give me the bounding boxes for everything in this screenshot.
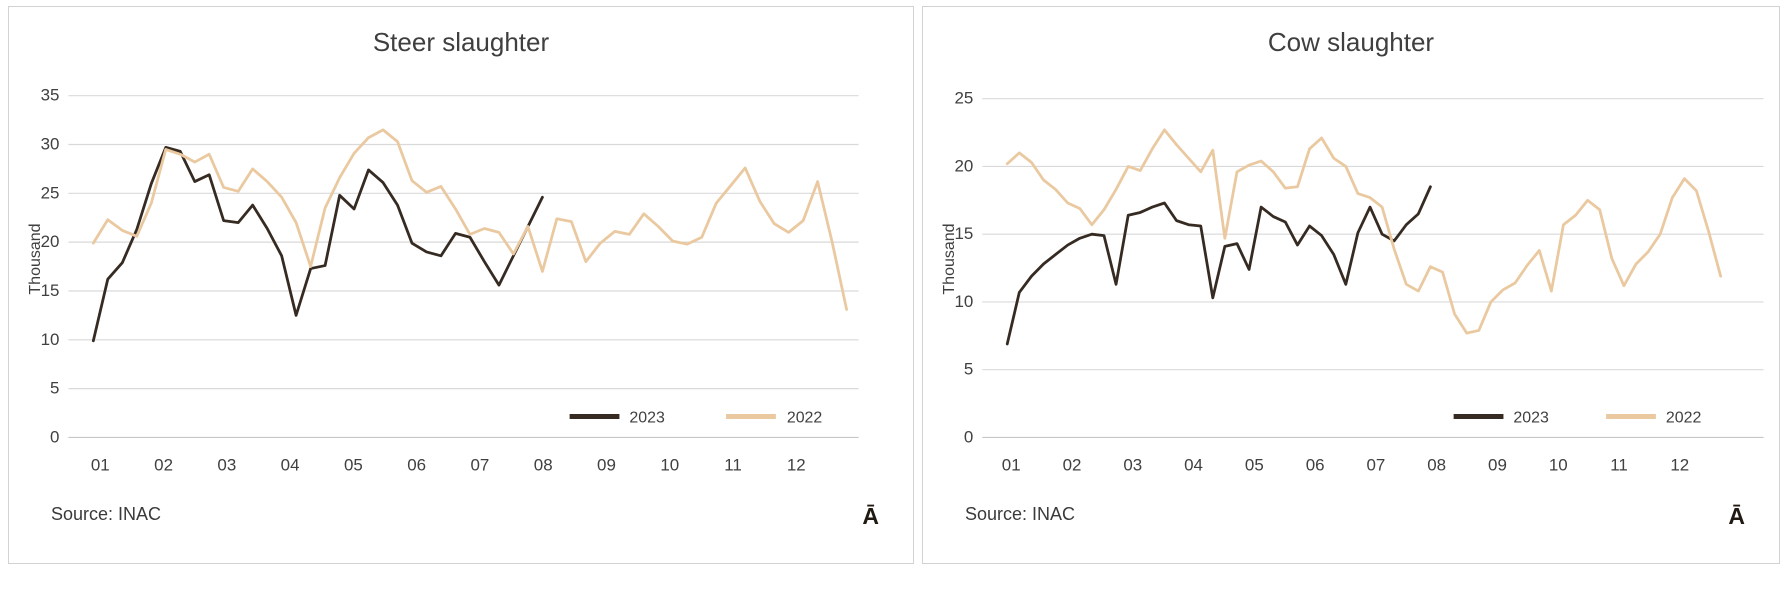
y-tick-label-20: 20: [955, 156, 974, 175]
series-line-2023: [91, 145, 544, 343]
cow-chart-title: Cow slaughter: [1267, 27, 1435, 57]
y-tick-label-25: 25: [41, 183, 60, 202]
legend-label-2022: 2022: [1666, 410, 1702, 427]
legend-label-2023: 2023: [1513, 410, 1549, 427]
x-tick-label-09: 09: [1488, 455, 1507, 474]
x-tick-label-11: 11: [724, 455, 742, 474]
y-tick-label-15: 15: [955, 224, 974, 243]
x-tick-label-12: 12: [787, 455, 806, 474]
x-tick-label-04: 04: [1184, 455, 1203, 474]
steer-corner-glyph: Ā: [862, 503, 879, 529]
x-tick-label-10: 10: [660, 455, 679, 474]
y-tick-label-20: 20: [41, 232, 60, 251]
x-tick-label-03: 03: [217, 455, 236, 474]
x-tick-label-02: 02: [154, 455, 173, 474]
y-tick-label-10: 10: [41, 330, 60, 349]
legend-label-2023: 2023: [629, 410, 665, 427]
x-tick-label-08: 08: [534, 455, 553, 474]
x-tick-label-04: 04: [281, 455, 300, 474]
x-tick-label-11: 11: [1610, 455, 1628, 474]
legend-label-2022: 2022: [787, 410, 823, 427]
steer-chart-title: Steer slaughter: [372, 27, 550, 57]
y-tick-label-25: 25: [955, 89, 974, 108]
series-line-2022: [91, 128, 849, 311]
cow-source-note: Source: INAC: [965, 504, 1076, 524]
series-line-2023: [1005, 185, 1432, 346]
x-tick-label-05: 05: [1245, 455, 1264, 474]
x-tick-label-02: 02: [1063, 455, 1082, 474]
y-tick-label-15: 15: [41, 281, 60, 300]
cow-chart-panel: Cow slaughter Thousand 0 5 10 15 20 25 01 02 03 0…: [922, 6, 1780, 564]
x-tick-label-07: 07: [1366, 455, 1385, 474]
x-tick-label-03: 03: [1123, 455, 1142, 474]
y-tick-label-30: 30: [41, 134, 60, 153]
x-tick-label-12: 12: [1670, 455, 1689, 474]
y-tick-label-0: 0: [964, 427, 973, 446]
x-tick-label-06: 06: [407, 455, 426, 474]
y-tick-label-10: 10: [955, 292, 974, 311]
x-tick-label-01: 01: [1002, 455, 1021, 474]
y-tick-label-5: 5: [50, 379, 59, 398]
series-line-2022: [1005, 128, 1723, 335]
x-tick-label-09: 09: [597, 455, 616, 474]
x-tick-label-10: 10: [1549, 455, 1568, 474]
cow-corner-glyph: Ā: [1728, 503, 1745, 529]
x-tick-label-05: 05: [344, 455, 363, 474]
y-tick-label-35: 35: [41, 86, 60, 105]
x-tick-label-06: 06: [1306, 455, 1325, 474]
x-tick-label-01: 01: [91, 455, 110, 474]
steer-source-note: Source: INAC: [51, 504, 162, 524]
y-tick-label-5: 5: [964, 360, 973, 379]
y-tick-label-0: 0: [50, 427, 59, 446]
steer-chart-panel: Steer slaughter Thousand 0 5 10 15 20 25 30 35 0…: [8, 6, 914, 564]
x-tick-label-07: 07: [471, 455, 490, 474]
x-tick-label-08: 08: [1427, 455, 1446, 474]
